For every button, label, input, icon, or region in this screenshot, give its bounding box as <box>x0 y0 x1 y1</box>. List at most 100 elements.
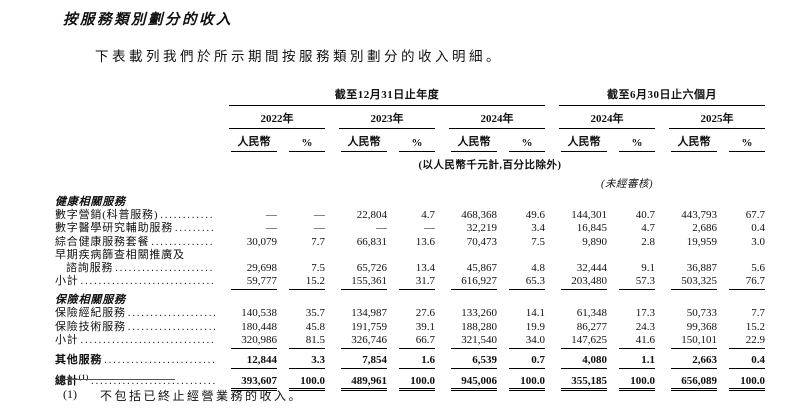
table-row-total: 總計(1)...................................… <box>55 373 765 391</box>
pct-cell: 100.0 <box>607 375 655 391</box>
cell-value: 7.7 <box>751 307 765 320</box>
cell-value: 19.9 <box>525 320 545 333</box>
pct-cell: 67.7 <box>717 209 765 222</box>
pct-cell: 57.3 <box>607 275 655 291</box>
pct-cell: 66.7 <box>387 334 435 349</box>
col-header-rmb: 人民幣 <box>561 129 607 152</box>
rmb-cell: 36,887 <box>655 262 717 275</box>
rmb-cell: 50,733 <box>655 307 717 320</box>
cell-value: 99,368 <box>686 320 717 333</box>
table-rows: 健康相關服務數字營銷(科普服務)........................… <box>55 196 765 391</box>
rmb-cell: 45,867 <box>435 262 497 275</box>
cell-value: 12,844 <box>231 354 277 369</box>
rmb-cell: 70,473 <box>435 236 497 249</box>
cell-value: 2,663 <box>671 354 717 369</box>
year-header-2024-interim: 2024年 <box>559 106 655 129</box>
pct-cell: 13.6 <box>387 236 435 249</box>
table-row-wrap: 早期疾病篩查相關推廣及 <box>55 249 765 262</box>
cell-value: 34.0 <box>509 334 545 349</box>
row-label: 總計(1) <box>55 373 90 387</box>
cell-value: 191,759 <box>351 320 387 333</box>
cell-value: 7.7 <box>311 235 325 248</box>
cell-value: 31.7 <box>399 275 435 291</box>
cell-value: 320,986 <box>231 334 277 349</box>
pct-cell: 0.4 <box>717 354 765 369</box>
cell-value: 66.7 <box>399 334 435 349</box>
pct-cell: 76.7 <box>717 275 765 291</box>
table-row-data: 綜合健康服務套餐................................… <box>55 236 765 249</box>
cell-value: 17.3 <box>635 307 655 320</box>
cell-value: 188,280 <box>461 320 497 333</box>
cell-value: 616,927 <box>451 275 497 291</box>
pct-cell: 3.3 <box>277 354 325 369</box>
row-label: 早期疾病篩查相關推廣及 <box>55 248 185 261</box>
cell-value: 32,219 <box>466 222 497 235</box>
pct-cell: 1.6 <box>387 354 435 369</box>
row-label: 數字營銷(科普服務) <box>55 209 159 222</box>
rmb-cell: 191,759 <box>325 321 387 334</box>
cell-value: 65,726 <box>356 261 387 274</box>
cell-value: 489,961 <box>341 375 387 391</box>
pct-cell: 100.0 <box>717 375 765 391</box>
pct-cell: 24.3 <box>607 321 655 334</box>
rmb-cell: 61,348 <box>545 307 607 320</box>
table-row-subtotal: 小計......................................… <box>55 334 765 349</box>
cell-value: 6,539 <box>451 354 497 369</box>
rmb-cell: 4,080 <box>545 354 607 369</box>
cell-value: — <box>314 209 325 222</box>
cell-value: 0.7 <box>509 354 545 369</box>
cell-value: 59,777 <box>231 275 277 291</box>
table-header: 截至12月31日止年度 截至6月30日止六個月 2022年 2023年 2024… <box>55 86 765 191</box>
intro-paragraph: 下表載列我們於所示期間按服務類別劃分的收入明細。 <box>95 49 503 64</box>
cell-value: 32,444 <box>576 261 607 274</box>
cell-value: — <box>266 222 277 235</box>
cell-value: — <box>314 222 325 235</box>
cell-value: 13.6 <box>415 235 435 248</box>
rmb-cell: 30,079 <box>215 236 277 249</box>
rmb-cell: 22,804 <box>325 209 387 222</box>
col-header-pct: % <box>399 133 435 152</box>
pct-cell: 22.9 <box>717 334 765 349</box>
pct-cell: 100.0 <box>277 375 325 391</box>
cell-value: 35.7 <box>305 307 325 320</box>
unaudited-note: (未經審核) <box>601 179 653 190</box>
cell-value: 4,080 <box>561 354 607 369</box>
rmb-cell: 321,540 <box>435 334 497 349</box>
cell-value: 14.1 <box>525 307 545 320</box>
table-row-data: 數字營銷(科普服務)..............................… <box>55 209 765 222</box>
column-header-row: 人民幣 % 人民幣 % 人民幣 % 人民幣 % 人民幣 % <box>55 129 765 152</box>
cell-value: 150,101 <box>671 334 717 349</box>
cell-value: 86,277 <box>576 320 607 333</box>
pct-cell: 7.5 <box>277 262 325 275</box>
dot-leader: ........................................… <box>91 375 215 387</box>
cell-value: 3.0 <box>751 235 765 248</box>
cell-value: 100.0 <box>399 375 435 391</box>
rmb-cell: 188,280 <box>435 321 497 334</box>
cell-value: 50,733 <box>686 307 717 320</box>
cell-value: 100.0 <box>619 375 655 391</box>
rmb-cell: 320,986 <box>215 334 277 349</box>
pct-cell: 7.5 <box>497 236 545 249</box>
cell-value: 24.3 <box>635 320 655 333</box>
cell-value: 155,361 <box>341 275 387 291</box>
cell-value: 66,831 <box>356 235 387 248</box>
cell-value: 41.6 <box>619 334 655 349</box>
cell-value: 36,887 <box>686 261 717 274</box>
row-label: 數字醫學研究輔助服務 <box>55 222 173 235</box>
rmb-cell: 99,368 <box>655 321 717 334</box>
cell-value: 2.8 <box>641 235 655 248</box>
dot-leader: ........................................… <box>104 354 215 366</box>
table-row-data: 保險技術服務..................................… <box>55 321 765 334</box>
col-header-rmb: 人民幣 <box>231 129 277 152</box>
rmb-cell: 144,301 <box>545 209 607 222</box>
rmb-cell: 150,101 <box>655 334 717 349</box>
cell-value: 81.5 <box>289 334 325 349</box>
rmb-cell: 468,368 <box>435 209 497 222</box>
footnote-divider <box>63 379 175 380</box>
col-header-rmb: 人民幣 <box>671 129 717 152</box>
rmb-cell: — <box>325 222 387 235</box>
rmb-cell: 19,959 <box>655 236 717 249</box>
pct-cell: — <box>387 222 435 235</box>
cell-value: 67.7 <box>745 209 765 222</box>
